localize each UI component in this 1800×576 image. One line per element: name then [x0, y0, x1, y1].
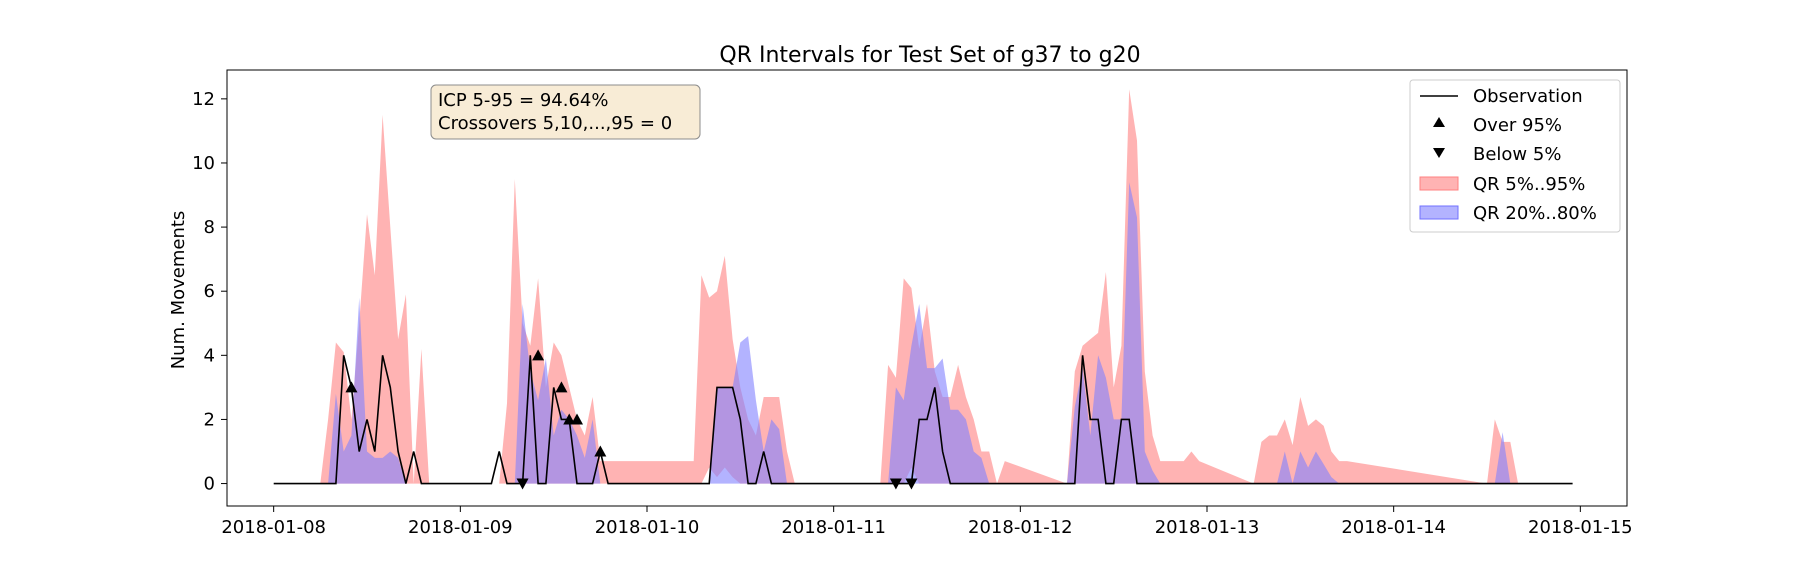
- y-tick-label: 6: [204, 281, 215, 302]
- annotation-line-1: ICP 5-95 = 94.64%: [438, 90, 608, 111]
- legend-swatch-qr-20-80: [1419, 205, 1459, 220]
- marker-over-95: [563, 413, 576, 425]
- legend-item-observation: Observation: [1420, 86, 1583, 107]
- legend: Observation Over 95% Below 5% QR 5%..95%…: [1409, 79, 1621, 233]
- x-tick-label: 2018-01-10: [595, 517, 700, 538]
- marker-over-95: [571, 413, 583, 425]
- observation-line: [273, 355, 1573, 485]
- legend-label-qr-20-80: QR 20%..80%: [1473, 203, 1597, 224]
- annotation-box: [430, 84, 701, 140]
- legend-label-over-95: Over 95%: [1473, 115, 1562, 136]
- legend-swatch-below-5: [1433, 148, 1445, 158]
- marker-below-5: [516, 478, 529, 490]
- marker-below-5: [889, 478, 902, 490]
- marker-below-5: [905, 478, 918, 490]
- legend-label-below-5: Below 5%: [1473, 144, 1561, 165]
- marker-over-95: [555, 381, 568, 393]
- y-tick-label: 8: [204, 217, 215, 238]
- y-axis-label: Num. Movements: [168, 211, 189, 370]
- band-qr-20-80: [328, 182, 1511, 484]
- legend-item-qr-20-80: QR 20%..80%: [1419, 203, 1597, 224]
- legend-item-qr-5-95: QR 5%..95%: [1419, 174, 1585, 195]
- x-tick-label: 2018-01-11: [781, 517, 886, 538]
- annotation-line-2: Crossovers 5,10,...,95 = 0: [438, 113, 672, 134]
- axes: 0 2 4 6 8 10 12 2018-01-08 2018-01-09 2018-01-10 2…: [192, 69, 1633, 538]
- chart-title: QR Intervals for Test Set of g37 to g20: [719, 43, 1140, 68]
- marker-over-95: [594, 445, 607, 457]
- y-tick-label: 0: [204, 474, 215, 495]
- legend-item-below-5: Below 5%: [1433, 144, 1561, 165]
- x-tick-label: 2018-01-15: [1528, 517, 1633, 538]
- legend-swatch-over-95: [1433, 117, 1445, 127]
- x-tick-label: 2018-01-13: [1155, 517, 1260, 538]
- legend-swatch-qr-5-95: [1419, 176, 1459, 191]
- y-tick-label: 2: [204, 409, 215, 430]
- legend-label-qr-5-95: QR 5%..95%: [1473, 174, 1585, 195]
- stats-annotation: ICP 5-95 = 94.64% Crossovers 5,10,...,95…: [430, 84, 701, 140]
- legend-frame: [1409, 79, 1621, 233]
- y-tick-label: 10: [192, 153, 215, 174]
- marker-over-95: [345, 381, 358, 393]
- y-tick-label: 4: [204, 345, 215, 366]
- x-tick-label: 2018-01-08: [221, 517, 326, 538]
- legend-label-observation: Observation: [1473, 86, 1583, 107]
- legend-item-over-95: Over 95%: [1433, 115, 1562, 136]
- marker-over-95: [532, 349, 545, 361]
- x-tick-label: 2018-01-12: [968, 517, 1073, 538]
- plot-area: [273, 89, 1573, 490]
- y-tick-label: 12: [192, 89, 215, 110]
- x-tick-label: 2018-01-14: [1341, 517, 1446, 538]
- x-tick-label: 2018-01-09: [408, 517, 513, 538]
- plot-frame: [226, 69, 1628, 507]
